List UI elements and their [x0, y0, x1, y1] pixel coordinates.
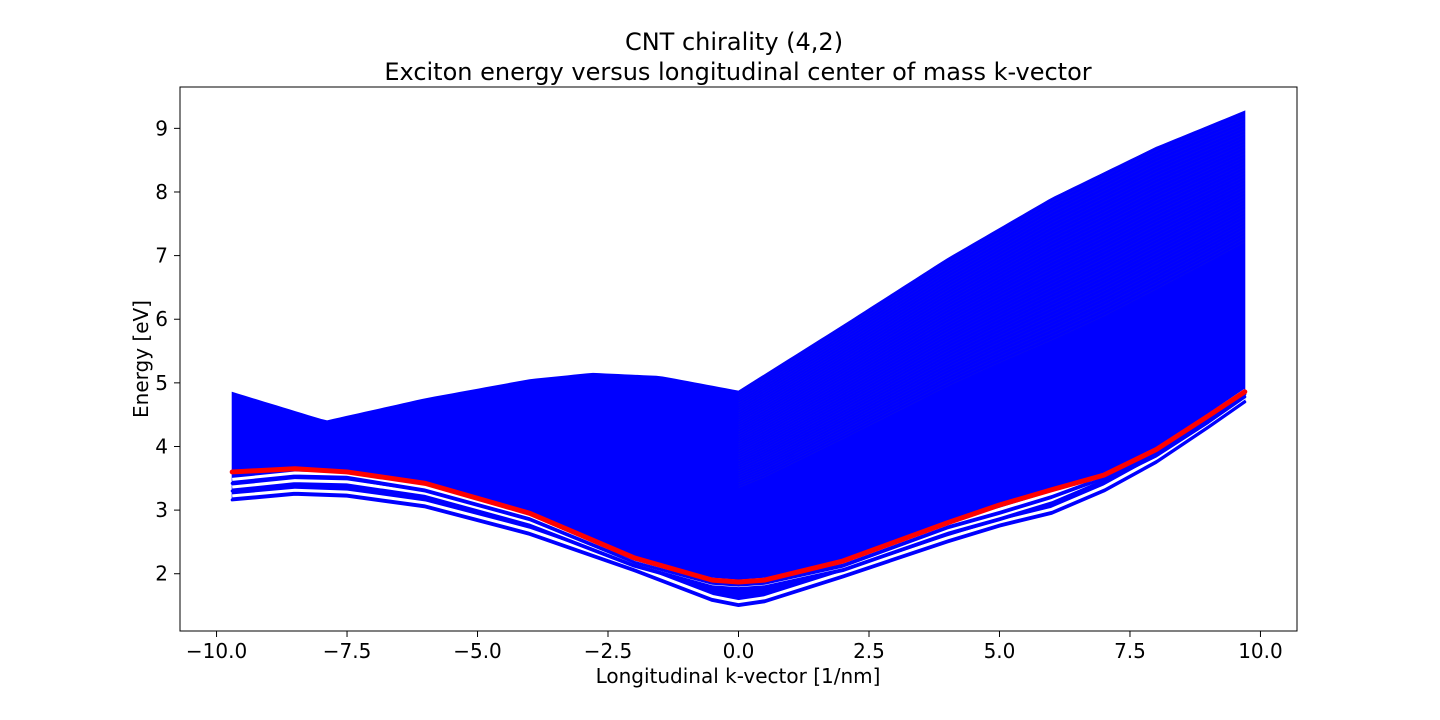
y-tick-label: 7	[155, 244, 168, 268]
band-fan-line	[738, 228, 1245, 479]
band-gap-line	[232, 396, 1246, 604]
plot-area	[229, 110, 1248, 608]
band-fan-line	[738, 218, 1245, 472]
band-fan-line	[738, 150, 1245, 421]
band-fan-line	[738, 117, 1245, 397]
x-tick-label: 7.5	[1114, 639, 1146, 663]
x-tick-label: 0.0	[723, 639, 755, 663]
band-fan-line	[738, 215, 1245, 469]
x-tick-label: −7.5	[323, 639, 372, 663]
x-tick-label: −5.0	[453, 639, 502, 663]
x-tick-label: −2.5	[584, 639, 633, 663]
band-fan-line	[738, 209, 1245, 464]
band-fan-line	[738, 130, 1245, 406]
chart-subtitle: Exciton energy versus longitudinal cente…	[384, 58, 1091, 86]
chart-title: CNT chirality (4,2)	[625, 28, 843, 56]
band-fan-line	[738, 205, 1245, 462]
y-tick-label: 4	[155, 434, 168, 458]
band-fan-line	[738, 195, 1245, 455]
x-tick-label: 5.0	[984, 639, 1016, 663]
band-fan-line	[738, 176, 1245, 440]
y-tick-label: 3	[155, 498, 168, 522]
band-fan-line	[738, 169, 1245, 435]
band-fan-line	[738, 163, 1245, 430]
band-fan-line	[738, 140, 1245, 414]
band-fan-line	[738, 238, 1245, 486]
x-tick-label: 2.5	[853, 639, 885, 663]
band-fan-line	[738, 173, 1245, 438]
band-fan-line	[738, 137, 1245, 411]
band-fan-line	[738, 110, 1245, 392]
band-fan-line	[738, 192, 1245, 452]
band-fan-line	[738, 166, 1245, 433]
band-fan-line	[738, 241, 1245, 488]
band-fan-line	[738, 225, 1245, 476]
series-line-0	[230, 400, 1247, 608]
y-axis-label: Energy [eV]	[129, 300, 153, 418]
series-line-2	[230, 392, 1247, 587]
band-fan-line	[738, 212, 1245, 467]
x-tick-label: −10.0	[186, 639, 247, 663]
band-fan-line	[738, 182, 1245, 445]
x-tick-label: 10.0	[1238, 639, 1283, 663]
series-line-1	[230, 395, 1247, 592]
band-fan-line	[738, 199, 1245, 457]
band-fan-line	[738, 202, 1245, 459]
y-tick-label: 6	[155, 307, 168, 331]
band-fan-line	[738, 127, 1245, 404]
y-axis: 2 3 4 5 6 7 8 9	[155, 116, 180, 586]
band-fan-line	[738, 231, 1245, 481]
band-fan-line	[738, 123, 1245, 402]
band-fan-line	[738, 179, 1245, 443]
band-fan-line	[738, 133, 1245, 409]
y-tick-label: 9	[155, 116, 168, 140]
x-axis: −10.0 −7.5 −5.0 −2.5 0.0 2.5 5.0 7.5 10.0	[186, 631, 1283, 663]
band-fan-line	[738, 222, 1245, 474]
band-fan-line	[738, 159, 1245, 428]
band-fan-line	[738, 146, 1245, 418]
band-fan-line	[738, 189, 1245, 450]
y-tick-label: 5	[155, 371, 168, 395]
band-fan-line	[738, 143, 1245, 416]
band-fan-line	[738, 114, 1245, 394]
y-tick-label: 8	[155, 180, 168, 204]
band-fan-line	[738, 156, 1245, 426]
x-axis-label: Longitudinal k-vector [1/nm]	[596, 664, 881, 688]
highlight-series-line	[229, 389, 1248, 585]
band-fan-line	[738, 235, 1245, 484]
y-tick-label: 2	[155, 562, 168, 586]
band-fan-line	[738, 186, 1245, 447]
band-fan-line	[738, 153, 1245, 423]
band-fan-line	[738, 120, 1245, 399]
